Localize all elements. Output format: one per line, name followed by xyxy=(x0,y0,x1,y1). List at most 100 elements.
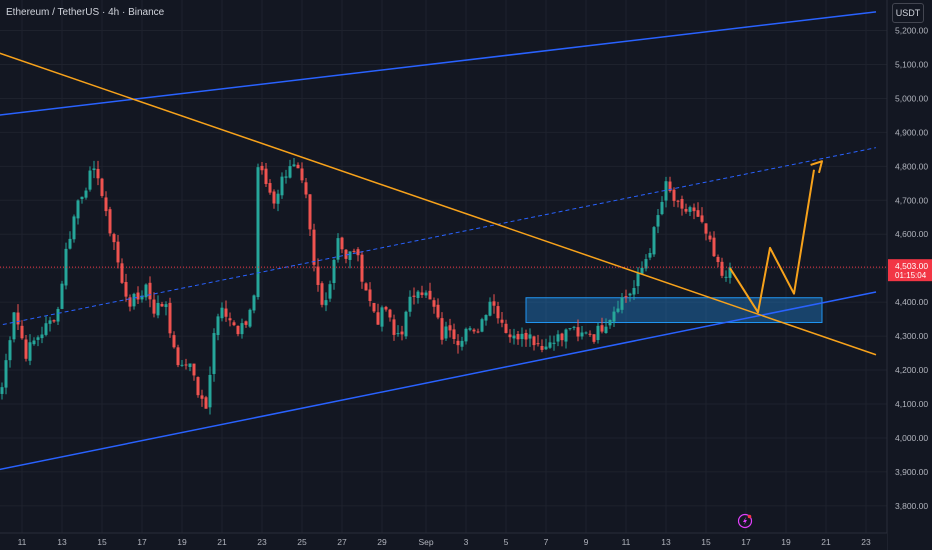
candle-body xyxy=(728,267,732,278)
candle-body xyxy=(708,235,712,240)
candle-body xyxy=(256,167,260,298)
candle-body xyxy=(488,301,492,316)
candle-body xyxy=(584,332,588,334)
y-tick-label: 4,900.00 xyxy=(895,127,928,137)
candle-body xyxy=(176,347,180,366)
candle-body xyxy=(164,304,168,308)
candle-body xyxy=(180,364,184,366)
candle-body xyxy=(320,283,324,305)
lightning-icon[interactable] xyxy=(737,513,753,529)
candle-body xyxy=(12,312,16,340)
candle-body xyxy=(108,209,112,234)
candle-body xyxy=(204,397,208,409)
currency-button[interactable]: USDT xyxy=(892,3,924,23)
x-tick-label: 5 xyxy=(504,537,509,547)
candle-body xyxy=(440,318,444,340)
candle-body xyxy=(328,284,332,299)
candle-body xyxy=(232,322,236,326)
candle-body xyxy=(452,329,456,339)
candle-body xyxy=(644,259,648,269)
candle-body xyxy=(0,387,4,394)
y-tick-label: 4,400.00 xyxy=(895,297,928,307)
candle-body xyxy=(368,289,372,301)
candle-body xyxy=(660,202,664,215)
candle-body xyxy=(76,200,80,219)
candle-body xyxy=(156,302,160,316)
projection-arrowhead xyxy=(810,160,823,174)
candle-body xyxy=(648,252,652,258)
x-tick-label: 9 xyxy=(584,537,589,547)
candle-body xyxy=(104,197,108,212)
candle-body xyxy=(432,300,436,307)
x-tick-label: 23 xyxy=(257,537,267,547)
candle-body xyxy=(336,238,340,260)
candle-body xyxy=(556,334,560,342)
candle-body xyxy=(56,308,60,322)
candle-body xyxy=(472,329,476,332)
y-tick-label: 5,000.00 xyxy=(895,93,928,103)
candle-body xyxy=(420,292,424,295)
candle-body xyxy=(344,249,348,259)
candle-body xyxy=(444,326,448,339)
candle-body xyxy=(544,346,548,350)
candle-body xyxy=(4,360,8,388)
candle-body xyxy=(448,325,452,331)
support-zone-box xyxy=(525,297,823,324)
x-tick-label: 23 xyxy=(861,537,871,547)
candle-body xyxy=(428,290,432,300)
candle-body xyxy=(464,328,468,342)
candle-body xyxy=(604,326,608,334)
channel-mid-line xyxy=(0,147,877,326)
y-tick-label: 4,800.00 xyxy=(895,161,928,171)
candle-body xyxy=(136,292,140,300)
candle-body xyxy=(260,165,264,171)
candle-body xyxy=(268,183,272,193)
y-tick-label: 3,900.00 xyxy=(895,467,928,477)
x-tick-label: 15 xyxy=(97,537,107,547)
candle-body xyxy=(48,320,52,324)
candle-body xyxy=(88,170,92,190)
candle-body xyxy=(96,168,100,179)
candle-body xyxy=(24,339,28,359)
candle-body xyxy=(216,316,220,336)
candles xyxy=(0,158,732,415)
candle-body xyxy=(384,306,388,310)
candle-body xyxy=(196,377,200,396)
candle-body xyxy=(380,307,384,327)
candle-body xyxy=(560,333,564,341)
candle-body xyxy=(724,276,728,278)
x-tick-label: 3 xyxy=(464,537,469,547)
candle-body xyxy=(340,237,344,250)
candle-body xyxy=(396,333,400,335)
x-tick-label: 21 xyxy=(217,537,227,547)
candle-body xyxy=(80,196,84,200)
y-tick-label: 5,100.00 xyxy=(895,60,928,70)
candle-body xyxy=(248,309,252,327)
x-tick-label: 11 xyxy=(622,537,631,547)
channel-lower-line xyxy=(0,291,877,471)
candle-body xyxy=(272,191,276,204)
candle-body xyxy=(84,190,88,198)
candle-body xyxy=(520,333,524,340)
x-tick-label: 27 xyxy=(337,537,347,547)
candle-body xyxy=(588,333,592,335)
candle-body xyxy=(596,325,600,341)
candle-body xyxy=(456,340,460,346)
candle-body xyxy=(192,363,196,376)
candle-body xyxy=(720,261,724,276)
candle-body xyxy=(696,210,700,217)
candle-body xyxy=(308,194,312,230)
candle-body xyxy=(128,297,132,307)
candle-body xyxy=(140,295,144,300)
y-tick-label: 4,000.00 xyxy=(895,433,928,443)
candle-body xyxy=(116,241,120,263)
candle-body xyxy=(628,293,632,296)
candle-body xyxy=(356,249,360,256)
candle-body xyxy=(100,178,104,196)
candle-body xyxy=(592,334,596,342)
candle-body xyxy=(552,342,556,344)
y-tick-label: 4,600.00 xyxy=(895,229,928,239)
x-tick-label: 17 xyxy=(137,537,147,547)
candle-body xyxy=(416,291,420,298)
